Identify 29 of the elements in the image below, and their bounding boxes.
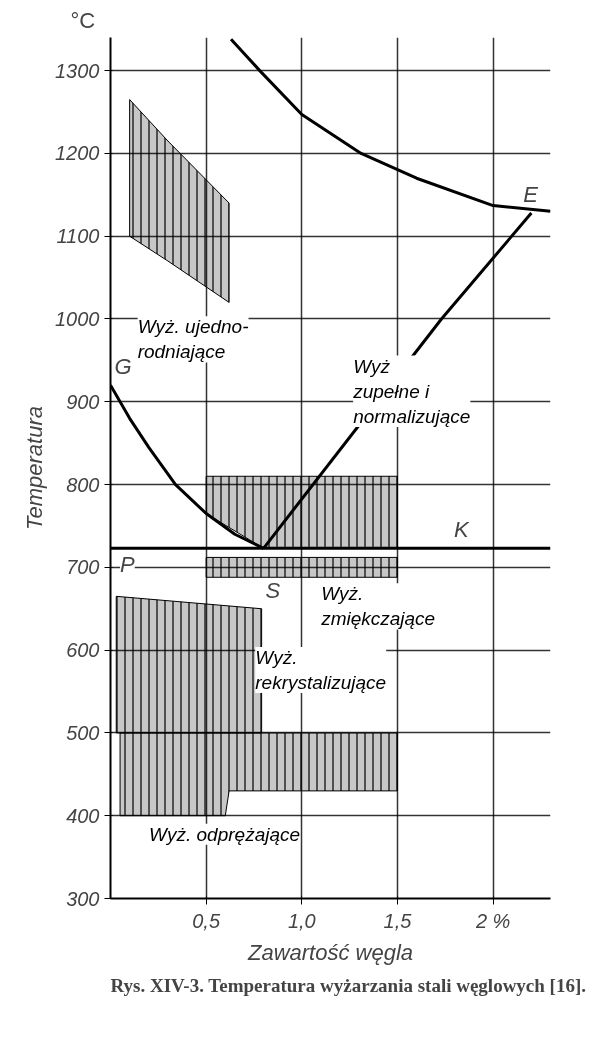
annotation: K <box>453 517 470 543</box>
y-tick-label: 1200 <box>55 142 100 165</box>
y-tick-label: 1300 <box>55 59 100 82</box>
y-tick-label: 1000 <box>55 307 100 330</box>
text: Rys. XIV-3. Temperatura wyżarzania stali węglowych [16]. <box>110 974 587 996</box>
x-axis-title: Zawartość węgla <box>246 939 414 965</box>
x-tick-label: 0,5 <box>192 909 221 932</box>
y-tick-label: 700 <box>66 556 100 579</box>
y-tick-label: 600 <box>66 639 100 662</box>
y-tick-label: 800 <box>66 473 100 496</box>
legend-label: Wyż. rekrystalizujące <box>255 646 387 694</box>
y-tick-label: 500 <box>66 721 100 744</box>
legend-label: Wyż. ujedno- rodniające <box>137 316 249 363</box>
legend-label: Wyż. odprężające <box>149 823 301 845</box>
y-axis-title: Temperatura <box>22 406 48 530</box>
legend-label: Wyż. zmiękczające <box>320 583 436 630</box>
annotation: E <box>523 182 539 208</box>
y-tick-label: 400 <box>66 804 100 827</box>
annotation: S <box>265 578 281 604</box>
x-tick-label: 1,5 <box>383 909 413 932</box>
y-tick-label: 1100 <box>56 225 100 248</box>
x-tick-label: 1,0 <box>287 909 316 932</box>
y-tick-label: 300 <box>66 887 100 910</box>
y-tick-label: 900 <box>66 390 100 413</box>
annotation: G <box>114 354 132 380</box>
x-tick-label: 2 % <box>474 909 511 932</box>
text: °C <box>70 7 96 33</box>
legend-label: Wyż zupełne i normalizujące <box>352 355 471 427</box>
annotation: P <box>120 552 136 578</box>
